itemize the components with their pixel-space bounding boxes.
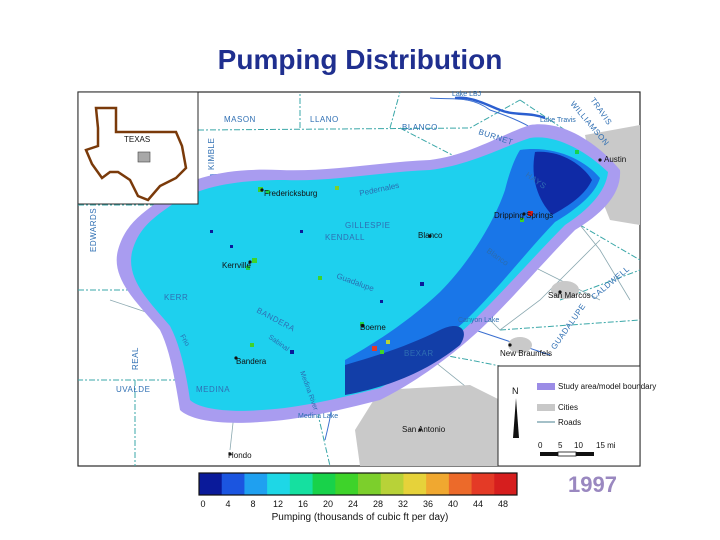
texas-inset-label: TEXAS bbox=[124, 135, 150, 144]
town-label-new-braunfels: New Braunfels bbox=[500, 349, 552, 358]
water-label-lake-travis: Lake Travis bbox=[540, 117, 576, 124]
colorbar-tick-label: 48 bbox=[498, 499, 508, 509]
scale-bar: 0 5 10 15 mi bbox=[538, 441, 616, 457]
san-antonio-city-area bbox=[355, 385, 500, 466]
scale-tick-10: 10 bbox=[574, 441, 583, 450]
colorbar-tick-label: 8 bbox=[250, 499, 255, 509]
colorbar-cell bbox=[335, 473, 359, 495]
study-area bbox=[116, 124, 621, 423]
colorbar-tick-label: 4 bbox=[225, 499, 230, 509]
pumping-field-high-south bbox=[345, 325, 464, 395]
map-legend: N Study area/model boundary Cities Roads… bbox=[497, 365, 656, 467]
scale-tick-15: 15 mi bbox=[596, 441, 616, 450]
colorbar-tick-label: 0 bbox=[200, 499, 205, 509]
town-label-boerne: Boerne bbox=[360, 323, 386, 332]
county-label-real: REAL bbox=[131, 347, 140, 370]
colorbar-cell bbox=[380, 473, 404, 495]
legend-swatch-study-area bbox=[537, 383, 555, 390]
san-marcos-city-area bbox=[551, 281, 579, 299]
colorbar-tick-label: 36 bbox=[423, 499, 433, 509]
page-title: Pumping Distribution bbox=[217, 44, 503, 75]
colorbar-ticks: 0 4 8 12 16 20 24 28 32 36 40 44 48 bbox=[200, 499, 508, 509]
colorbar-gradient bbox=[199, 473, 518, 495]
pumping-field-mid bbox=[345, 149, 600, 392]
north-arrow bbox=[513, 398, 519, 438]
year-label: 1997 bbox=[568, 472, 617, 497]
north-arrow-label: N bbox=[512, 386, 519, 396]
lake-travis bbox=[454, 96, 546, 120]
town-label-fredericksburg: Fredericksburg bbox=[264, 189, 317, 198]
county-label-kendall: KENDALL bbox=[325, 233, 365, 242]
county-label-gillespie: GILLESPIE bbox=[345, 221, 390, 230]
colorbar: 0 4 8 12 16 20 24 28 32 36 40 44 48 bbox=[198, 472, 518, 509]
colorbar-cell bbox=[199, 473, 223, 495]
colorbar-cell bbox=[494, 473, 518, 495]
colorbar-tick-label: 40 bbox=[448, 499, 458, 509]
town-label-blanco: Blanco bbox=[418, 231, 443, 240]
colorbar-cell bbox=[448, 473, 473, 495]
town-label-austin: Austin bbox=[604, 155, 626, 164]
legend-label-roads: Roads bbox=[558, 418, 581, 427]
town-label-dripping-springs: Dripping Springs bbox=[494, 211, 553, 220]
county-label-uvalde: UVALDE bbox=[116, 385, 150, 394]
legend-label-study-area: Study area/model boundary bbox=[558, 382, 656, 391]
colorbar-cell bbox=[426, 473, 450, 495]
county-label-edwards: EDWARDS bbox=[89, 208, 98, 252]
town-label-bandera: Bandera bbox=[236, 357, 267, 366]
county-label-bexar: BEXAR bbox=[404, 349, 434, 358]
colorbar-cell bbox=[312, 473, 336, 495]
water-label-canyon-lake: Canyon Lake bbox=[458, 317, 499, 324]
town-label-kerrville: Kerrville bbox=[222, 261, 251, 270]
colorbar-tick-label: 16 bbox=[298, 499, 308, 509]
colorbar-cell bbox=[289, 473, 314, 495]
county-label-llano: LLANO bbox=[310, 115, 339, 124]
county-label-medina: MEDINA bbox=[196, 385, 230, 394]
colorbar-cell bbox=[403, 473, 427, 495]
legend-label-cities: Cities bbox=[558, 403, 578, 412]
colorbar-caption: Pumping (thousands of cubic ft per day) bbox=[271, 512, 449, 523]
legend-swatch-cities bbox=[537, 404, 555, 411]
county-label-kimble: KIMBLE bbox=[207, 138, 216, 170]
county-label-blanco: BLANCO bbox=[402, 123, 438, 132]
colorbar-cell bbox=[221, 473, 245, 495]
water-label-lake-lbj: Lake LBJ bbox=[452, 91, 481, 98]
colorbar-tick-label: 44 bbox=[473, 499, 483, 509]
colorbar-cell bbox=[471, 473, 495, 495]
town-labels: Fredericksburg Dripping Springs Blanco K… bbox=[222, 155, 626, 460]
town-dots bbox=[228, 158, 602, 456]
colorbar-cell bbox=[358, 473, 382, 495]
scale-tick-5: 5 bbox=[558, 441, 563, 450]
colorbar-tick-label: 20 bbox=[323, 499, 333, 509]
colorbar-tick-label: 12 bbox=[273, 499, 283, 509]
texas-outline bbox=[84, 106, 188, 202]
colorbar-cell bbox=[244, 473, 268, 495]
colorbar-tick-label: 28 bbox=[373, 499, 383, 509]
new-braunfels-city-area bbox=[508, 337, 532, 353]
pumping-field-low bbox=[131, 137, 608, 411]
texas-inset: TEXAS bbox=[77, 91, 199, 205]
town-label-san-antonio: San Antonio bbox=[402, 425, 446, 434]
scale-tick-0: 0 bbox=[538, 441, 543, 450]
colorbar-cell bbox=[267, 473, 291, 495]
texas-inset-study-area bbox=[137, 151, 151, 163]
colorbar-tick-label: 24 bbox=[348, 499, 358, 509]
water-label-medina-lake: Medina Lake bbox=[298, 413, 338, 420]
pumping-field-high bbox=[533, 151, 592, 215]
town-label-san-marcos: San Marcos bbox=[548, 291, 591, 300]
town-label-hondo: Hondo bbox=[228, 451, 252, 460]
county-label-kerr: KERR bbox=[164, 293, 188, 302]
county-label-mason: MASON bbox=[224, 115, 256, 124]
colorbar-tick-label: 32 bbox=[398, 499, 408, 509]
